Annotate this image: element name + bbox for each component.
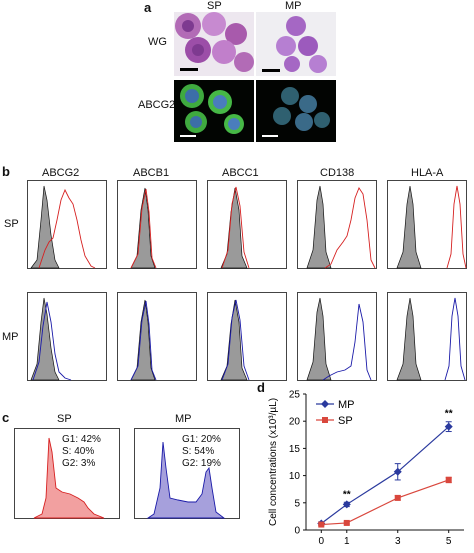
cellcycle-histogram-mp: [134, 428, 240, 519]
row-label-mp: MP: [2, 331, 19, 343]
row-label-sp: SP: [4, 218, 19, 230]
data-point-sp: [318, 521, 325, 528]
cellcycle-sp-title: SP: [57, 413, 72, 425]
x-tick-label: 3: [395, 536, 401, 547]
series-line-sp: [321, 479, 449, 526]
legend-marker: [322, 417, 328, 423]
data-point-mp: [393, 467, 402, 476]
data-point-sp: [343, 519, 350, 526]
histogram-sp-abcb1: [117, 180, 197, 269]
histogram-mp-abcb1: [117, 292, 197, 381]
cellcycle-sp-g1: G1: 42%: [62, 434, 101, 445]
histogram-sp-cd138: [297, 180, 377, 269]
y-tick-label: 10: [289, 471, 301, 482]
histogram-mp-abcg2: [27, 292, 107, 381]
panel-a-row-abcg2: ABCG2: [138, 99, 176, 111]
legend-marker: [321, 400, 329, 408]
x-tick-label: 5: [446, 536, 452, 547]
histogram-mp-cd138: [297, 292, 377, 381]
y-tick-label: 0: [294, 526, 300, 537]
x-tick-label: 1: [344, 536, 350, 547]
cellcycle-mp-g1: G1: 20%: [182, 434, 221, 445]
cellcycle-mp-g2: G2: 19%: [182, 458, 221, 469]
growth-chart: 05101520250135DaysCell concentrations (x…: [268, 390, 464, 553]
legend-label-mp: MP: [338, 399, 355, 411]
marker-label-abcg2: ABCG2: [42, 167, 80, 179]
marker-label-abcb1: ABCB1: [133, 167, 170, 179]
micrograph-abcg2-sp: [174, 80, 254, 142]
data-point-sp: [445, 476, 452, 483]
cellcycle-mp-s: S: 54%: [182, 446, 215, 457]
series-line-mp: [320, 426, 450, 524]
y-tick-label: 5: [294, 498, 300, 509]
y-tick-label: 15: [289, 444, 301, 455]
x-tick-label: 0: [319, 536, 325, 547]
marker-label-abcc1: ABCC1: [222, 167, 259, 179]
cellcycle-histogram-sp: [14, 428, 120, 519]
cellcycle-sp-g2: G2: 3%: [62, 458, 96, 469]
micrograph-wg-sp: [174, 12, 254, 76]
panel-a-col-mp: MP: [285, 0, 302, 12]
panel-d-letter: d: [257, 380, 265, 395]
histogram-sp-abcg2: [27, 180, 107, 269]
y-tick-label: 25: [289, 390, 301, 401]
cellcycle-mp-title: MP: [175, 413, 192, 425]
cellcycle-sp-stats: G1: 42% S: 40% G2: 3%: [62, 434, 101, 470]
significance-marker: **: [343, 489, 351, 500]
histogram-sp-abcc1: [207, 180, 287, 269]
y-tick-label: 20: [289, 417, 301, 428]
histogram-sp-hla-a: [387, 180, 467, 269]
panel-a-row-wg: WG: [148, 36, 167, 48]
data-point-mp: [444, 422, 453, 431]
y-axis-label: Cell concentrations (x10³/µL): [268, 398, 279, 526]
data-point-mp: [342, 500, 351, 509]
marker-label-cd138: CD138: [320, 167, 355, 179]
panel-a-letter: a: [144, 0, 152, 15]
histogram-mp-abcc1: [207, 292, 287, 381]
data-point-sp: [394, 494, 401, 501]
significance-marker: **: [445, 409, 453, 420]
panel-c-letter: c: [2, 410, 10, 425]
cellcycle-sp-s: S: 40%: [62, 446, 95, 457]
panel-b-letter: b: [2, 164, 10, 179]
cellcycle-mp-stats: G1: 20% S: 54% G2: 19%: [182, 434, 221, 470]
micrograph-abcg2-mp: [256, 80, 336, 142]
micrograph-wg-mp: [256, 12, 336, 76]
legend-label-sp: SP: [338, 415, 353, 427]
histogram-mp-hla-a: [387, 292, 467, 381]
panel-a-col-sp: SP: [207, 0, 222, 12]
marker-label-hla-a: HLA-A: [411, 167, 444, 179]
